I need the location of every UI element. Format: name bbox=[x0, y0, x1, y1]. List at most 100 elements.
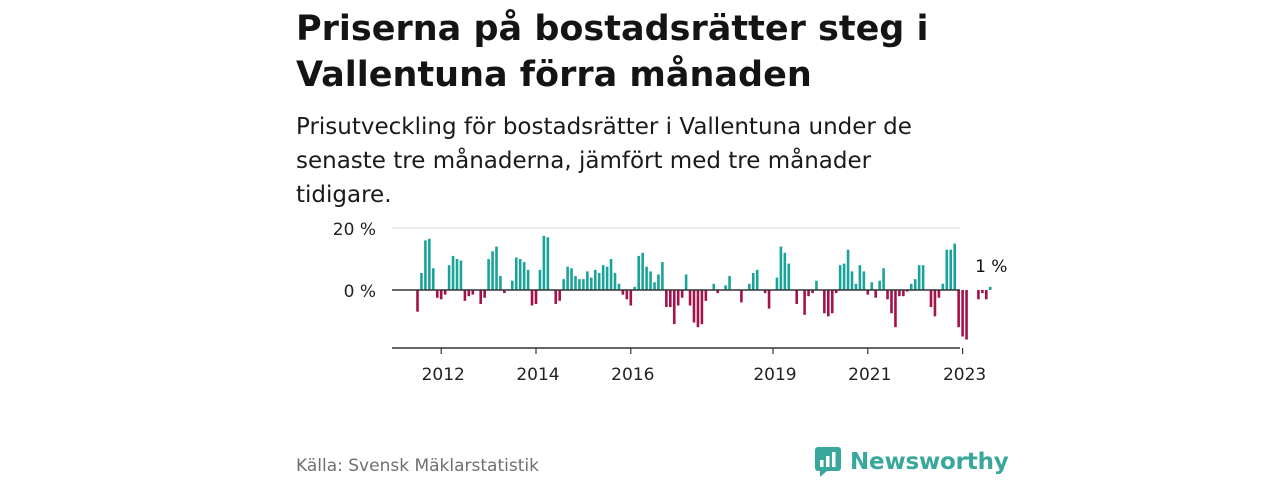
bar bbox=[909, 283, 913, 290]
newsworthy-logo[interactable]: Newsworthy bbox=[814, 446, 1009, 478]
bar bbox=[582, 279, 585, 290]
bar bbox=[795, 290, 798, 304]
bar bbox=[530, 290, 534, 306]
bar bbox=[775, 277, 779, 290]
bar bbox=[728, 276, 731, 290]
x-tick-label: 2019 bbox=[753, 365, 796, 385]
bar bbox=[680, 290, 684, 298]
bar bbox=[827, 290, 830, 317]
bar bbox=[621, 290, 625, 295]
y-tick-label: 0 % bbox=[344, 282, 376, 302]
chart-subtitle: Prisutveckling för bostadsrätter i Valle… bbox=[296, 114, 912, 208]
bar bbox=[593, 269, 597, 290]
bar bbox=[428, 238, 431, 290]
bar bbox=[522, 262, 526, 290]
x-tick-label: 2012 bbox=[422, 365, 465, 385]
bar bbox=[898, 290, 901, 297]
bar bbox=[645, 266, 648, 290]
bar bbox=[803, 290, 806, 315]
bar bbox=[878, 280, 881, 290]
bar bbox=[617, 283, 621, 290]
bar bbox=[447, 265, 451, 290]
bar bbox=[586, 271, 589, 290]
bar bbox=[471, 290, 475, 295]
bar bbox=[913, 279, 917, 290]
bar bbox=[432, 268, 435, 290]
bar bbox=[811, 290, 814, 294]
axes bbox=[392, 289, 964, 354]
bar bbox=[439, 290, 443, 300]
bar bbox=[830, 290, 834, 314]
bar bbox=[641, 252, 644, 290]
bar bbox=[696, 290, 700, 328]
x-tick-label: 2014 bbox=[516, 365, 559, 385]
bar bbox=[704, 290, 708, 301]
bar bbox=[487, 259, 490, 290]
bar bbox=[566, 266, 569, 290]
x-tick-label: 2016 bbox=[611, 365, 654, 385]
bar bbox=[834, 290, 838, 294]
bar bbox=[953, 243, 956, 290]
tick-labels: 0 % 20 % 2012 2014 2016 2019 2021 2023 1 % bbox=[333, 220, 1008, 385]
bar bbox=[495, 246, 498, 290]
chart-title: Priserna på bostadsrätter steg i Vallent… bbox=[296, 9, 929, 95]
bar bbox=[633, 286, 637, 290]
bar bbox=[590, 277, 593, 290]
bar bbox=[597, 272, 601, 290]
bar bbox=[957, 290, 960, 328]
bar bbox=[455, 259, 459, 290]
bar bbox=[870, 282, 874, 290]
bar bbox=[937, 290, 941, 298]
bar bbox=[724, 285, 727, 290]
bar bbox=[783, 252, 787, 290]
bar bbox=[479, 290, 482, 304]
bar bbox=[755, 269, 759, 290]
bar bbox=[692, 290, 696, 323]
source-note: Källa: Svensk Mäklarstatistik bbox=[296, 456, 539, 476]
bar bbox=[977, 290, 980, 300]
bar bbox=[613, 272, 617, 290]
bar bbox=[538, 269, 542, 290]
bar bbox=[961, 290, 964, 337]
x-tick-label: 2023 bbox=[943, 365, 986, 385]
bar bbox=[866, 290, 870, 295]
bar bbox=[763, 290, 767, 294]
bar-chart: 0 % 20 % 2012 2014 2016 2019 2021 2023 1 % bbox=[333, 220, 1008, 385]
brand-name: Newsworthy bbox=[850, 449, 1009, 475]
bar bbox=[463, 290, 467, 301]
bar bbox=[751, 272, 755, 290]
bar bbox=[882, 268, 885, 290]
bar bbox=[929, 290, 933, 308]
bar bbox=[842, 263, 846, 290]
bar bbox=[921, 265, 925, 290]
bar bbox=[949, 249, 953, 290]
bar bbox=[965, 290, 968, 340]
bar bbox=[609, 259, 613, 290]
bar bbox=[988, 286, 992, 290]
bar bbox=[665, 290, 668, 308]
bar bbox=[499, 276, 502, 290]
bar bbox=[514, 257, 518, 290]
bar bbox=[629, 290, 633, 306]
bar bbox=[467, 290, 471, 297]
bar bbox=[676, 290, 680, 306]
y-tick-label: 20 % bbox=[333, 220, 376, 240]
bar bbox=[503, 290, 506, 294]
bar bbox=[846, 249, 850, 290]
bar bbox=[716, 290, 719, 294]
bar bbox=[748, 283, 751, 290]
bar bbox=[906, 290, 909, 292]
bar bbox=[518, 259, 522, 290]
bar bbox=[416, 290, 419, 312]
bar bbox=[542, 235, 546, 290]
bar bbox=[850, 271, 854, 290]
bar bbox=[625, 290, 629, 300]
bar bbox=[838, 265, 842, 290]
bar bbox=[554, 290, 558, 304]
last-value-label: 1 % bbox=[975, 257, 1007, 277]
bar bbox=[815, 280, 818, 290]
bar bbox=[945, 249, 949, 290]
bar bbox=[649, 271, 652, 290]
bar bbox=[511, 280, 514, 290]
bar bbox=[890, 290, 893, 314]
